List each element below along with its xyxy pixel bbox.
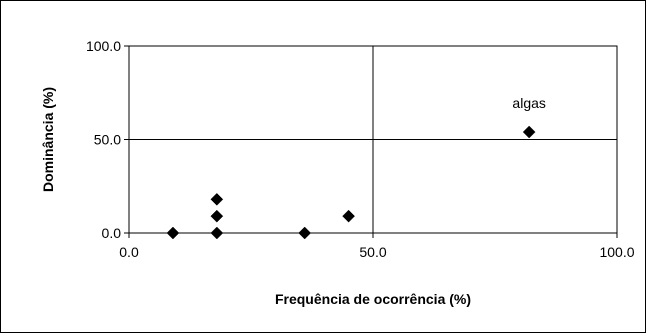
data-point (342, 209, 355, 223)
x-tick-label: 100.0 (599, 244, 634, 260)
x-tick-label: 50.0 (359, 244, 386, 260)
x-axis-title: Frequência de ocorrência (%) (275, 291, 471, 307)
y-tick-label: 0.0 (102, 225, 122, 241)
data-point (210, 209, 224, 223)
y-axis-title: Dominância (%) (40, 87, 56, 192)
y-tick-label: 50.0 (94, 132, 121, 148)
x-tick-label: 0.0 (119, 244, 139, 260)
data-point (522, 125, 536, 139)
data-point (210, 192, 224, 206)
data-point (166, 226, 180, 240)
y-tick-label: 100.0 (86, 38, 121, 54)
data-point (298, 226, 312, 240)
point-label: algas (512, 95, 545, 111)
data-point (210, 226, 224, 240)
